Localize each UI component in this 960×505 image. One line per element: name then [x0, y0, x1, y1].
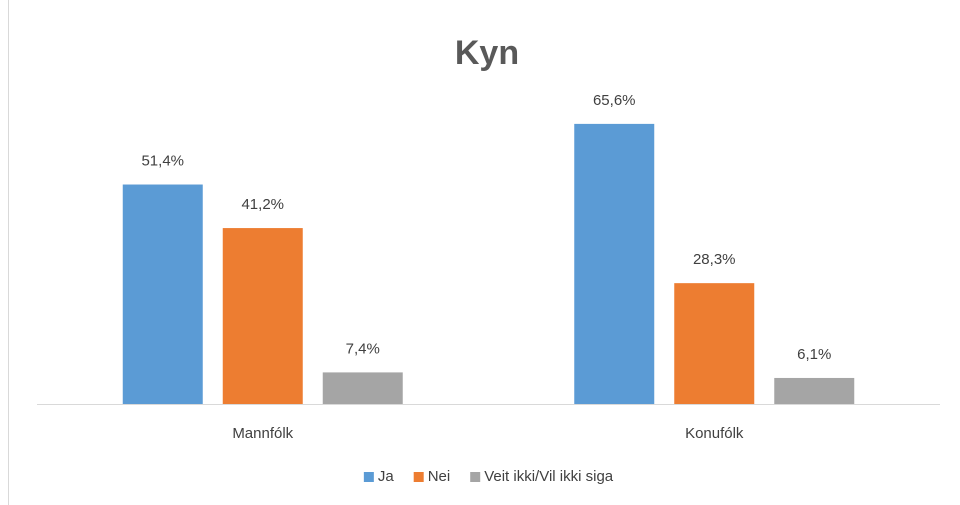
bar	[674, 283, 755, 404]
data-label: 51,4%	[141, 152, 184, 169]
bar	[222, 228, 303, 404]
bar	[122, 184, 203, 404]
chart-border	[8, 0, 9, 505]
legend-label: Ja	[378, 468, 395, 485]
legend-label: Veit ikki/Vil ikki siga	[484, 468, 614, 485]
bar	[322, 372, 403, 404]
legend-label: Nei	[428, 468, 451, 485]
legend-swatch	[363, 472, 374, 482]
data-label: 65,6%	[593, 92, 636, 109]
bar	[574, 123, 655, 404]
data-label: 7,4%	[346, 340, 380, 357]
x-tick-label: Konufólk	[685, 425, 744, 442]
data-label: 28,3%	[693, 251, 736, 268]
legend-swatch	[470, 472, 481, 482]
x-tick-label: Mannfólk	[232, 425, 293, 442]
bar	[774, 377, 855, 404]
chart-title: Kyn	[455, 34, 519, 72]
legend-swatch	[413, 472, 424, 482]
data-label: 6,1%	[797, 346, 831, 363]
data-label: 41,2%	[241, 196, 284, 213]
